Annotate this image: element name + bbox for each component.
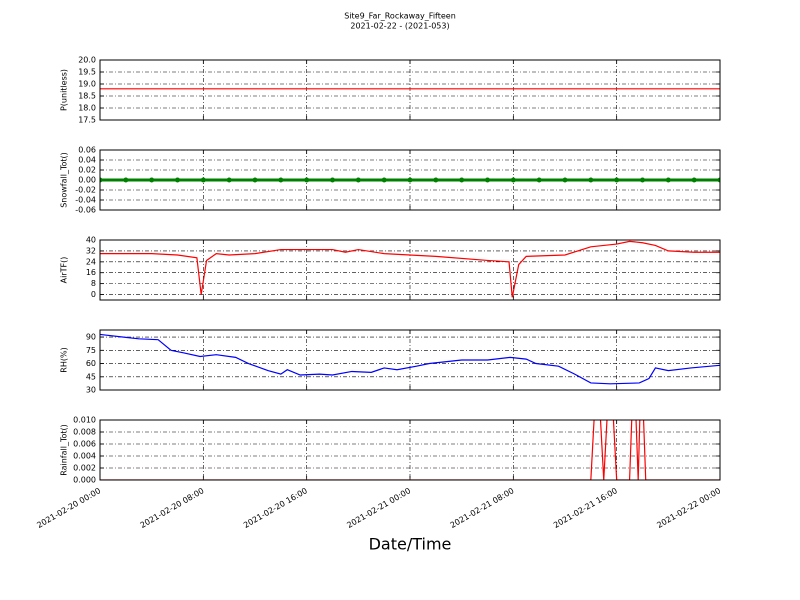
y-tick-label: 18.5	[78, 92, 96, 101]
y-axis-label: Rainfall_Tot()	[60, 424, 69, 476]
y-tick-label: 0.002	[73, 464, 96, 473]
y-tick-label: -0.04	[75, 196, 96, 205]
chart-title: Site9_Far_Rockaway_Fifteen	[344, 12, 456, 21]
y-tick-label: 18.0	[78, 104, 96, 113]
x-axis-label: Date/Time	[369, 535, 452, 554]
data-point	[433, 177, 439, 183]
y-tick-label: 0.006	[73, 440, 96, 449]
plot-area	[100, 333, 720, 385]
y-tick-label: 24	[86, 257, 96, 266]
data-point	[407, 177, 413, 183]
y-tick-label: 60	[86, 359, 96, 368]
y-tick-label: 20.0	[78, 56, 96, 65]
y-tick-label: 0.06	[78, 146, 96, 155]
y-tick-label: 17.5	[78, 116, 96, 125]
x-tick-label: 2021-02-21 00:00	[345, 486, 412, 530]
data-point	[226, 177, 232, 183]
y-tick-label: 19.0	[78, 80, 96, 89]
plot-frame	[99, 419, 721, 481]
panel: 0.000 0.002 0.004 0.006 0.008 0.010 2021-02-20…	[35, 416, 722, 530]
y-tick-label: 16	[86, 268, 96, 277]
x-tick-label: 2021-02-21 08:00	[449, 486, 516, 530]
x-tick-label: 2021-02-20 08:00	[139, 486, 206, 530]
y-tick-label: 0.02	[78, 166, 96, 175]
data-point	[200, 177, 206, 183]
y-tick-label: 75	[86, 346, 96, 355]
data-point	[614, 177, 620, 183]
data-point	[381, 177, 387, 183]
y-tick-label: -0.02	[75, 186, 96, 195]
data-point	[278, 177, 284, 183]
y-tick-label: -0.06	[75, 206, 96, 215]
y-axis-label: P(unitless)	[60, 69, 69, 111]
plot-frame	[99, 59, 721, 121]
y-tick-label: 40	[86, 236, 96, 245]
data-point	[536, 177, 542, 183]
y-tick-label: 0	[91, 290, 96, 299]
plot-frame	[99, 239, 721, 301]
data-point	[175, 177, 180, 183]
data-point	[149, 177, 155, 183]
panel: 30 45 60 75 90 RH(%)	[60, 329, 721, 395]
data-point	[665, 177, 671, 183]
x-tick-label: 2021-02-22 00:00	[655, 486, 722, 530]
y-tick-label: 0.000	[73, 476, 96, 485]
data-point	[562, 177, 568, 183]
x-tick-label: 2021-02-21 16:00	[552, 486, 619, 530]
plot-frame	[99, 149, 721, 211]
data-point	[100, 177, 103, 183]
plot-area	[100, 177, 720, 183]
y-tick-label: 0.004	[73, 452, 96, 461]
data-point	[588, 177, 594, 183]
y-tick-label: 0.008	[73, 428, 96, 437]
data-line	[100, 333, 720, 385]
y-tick-label: 8	[91, 279, 96, 288]
y-tick-label: 45	[86, 372, 96, 381]
y-tick-label: 19.5	[78, 68, 96, 77]
y-tick-label: 0.00	[78, 176, 96, 185]
y-axis-label: RH(%)	[60, 347, 69, 372]
x-tick-label: 2021-02-20 00:00	[35, 486, 102, 530]
data-point	[640, 177, 645, 183]
data-point	[355, 177, 361, 183]
data-point	[304, 177, 310, 183]
y-tick-label: 90	[86, 333, 96, 342]
y-tick-label: 32	[86, 246, 96, 255]
y-tick-label: 30	[86, 386, 96, 395]
data-point	[330, 177, 335, 183]
x-tick-label: 2021-02-20 16:00	[242, 486, 309, 530]
panel: -0.06-0.04-0.020.000.020.040.06 Snowfall_…	[60, 146, 721, 215]
data-point	[123, 177, 129, 183]
panel: 17.5 18.0 18.5 19.0 19.5 20.0 P(unitless)	[60, 56, 721, 125]
y-axis-label: Snowfall_Tot()	[60, 152, 69, 208]
y-axis-label: AirTF()	[60, 257, 69, 284]
data-point	[252, 177, 258, 183]
data-point	[691, 177, 697, 183]
y-tick-label: 0.010	[73, 416, 96, 425]
plot-area	[100, 240, 720, 298]
data-point	[510, 177, 516, 183]
plot-frame	[99, 329, 721, 391]
chart-subtitle: 2021-02-22 - (2021-053)	[350, 22, 449, 31]
data-point	[717, 177, 720, 183]
data-point	[485, 177, 490, 183]
data-point	[459, 177, 465, 183]
y-tick-label: 0.04	[78, 156, 96, 165]
data-line	[100, 240, 720, 298]
